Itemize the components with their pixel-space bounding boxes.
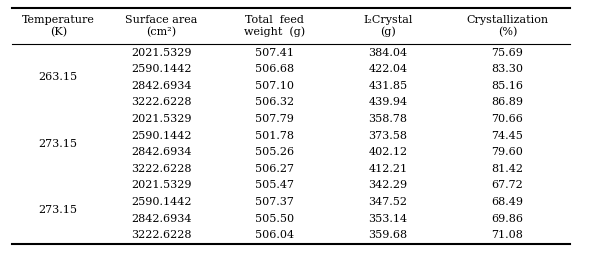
Text: 79.60: 79.60 bbox=[491, 147, 524, 157]
Text: 71.08: 71.08 bbox=[491, 230, 524, 240]
Text: 505.47: 505.47 bbox=[255, 180, 294, 191]
Text: 69.86: 69.86 bbox=[491, 214, 524, 224]
Text: 358.78: 358.78 bbox=[368, 114, 408, 124]
Text: 2590.1442: 2590.1442 bbox=[131, 131, 192, 141]
Text: 505.26: 505.26 bbox=[255, 147, 294, 157]
Text: 505.50: 505.50 bbox=[255, 214, 294, 224]
Text: 384.04: 384.04 bbox=[368, 47, 408, 58]
Text: 506.27: 506.27 bbox=[255, 164, 294, 174]
Text: 2842.6934: 2842.6934 bbox=[131, 147, 192, 157]
Text: 273.15: 273.15 bbox=[39, 139, 78, 149]
Text: 3222.6228: 3222.6228 bbox=[131, 230, 192, 240]
Text: 373.58: 373.58 bbox=[368, 131, 408, 141]
Text: 74.45: 74.45 bbox=[491, 131, 524, 141]
Text: 2021.5329: 2021.5329 bbox=[131, 114, 192, 124]
Text: 273.15: 273.15 bbox=[39, 205, 78, 215]
Text: 2842.6934: 2842.6934 bbox=[131, 81, 192, 91]
Text: 75.69: 75.69 bbox=[491, 47, 524, 58]
Text: 506.68: 506.68 bbox=[255, 64, 294, 74]
Text: 2590.1442: 2590.1442 bbox=[131, 197, 192, 207]
Text: 412.21: 412.21 bbox=[368, 164, 408, 174]
Text: 353.14: 353.14 bbox=[368, 214, 408, 224]
Text: 3222.6228: 3222.6228 bbox=[131, 97, 192, 107]
Text: 431.85: 431.85 bbox=[368, 81, 408, 91]
Text: 507.41: 507.41 bbox=[255, 47, 294, 58]
Text: 81.42: 81.42 bbox=[491, 164, 524, 174]
Text: 2842.6934: 2842.6934 bbox=[131, 214, 192, 224]
Text: 3222.6228: 3222.6228 bbox=[131, 164, 192, 174]
Text: 422.04: 422.04 bbox=[368, 64, 408, 74]
Text: Crystallization
(%): Crystallization (%) bbox=[466, 15, 549, 37]
Text: 507.37: 507.37 bbox=[255, 197, 294, 207]
Text: I₂Crystal
(g): I₂Crystal (g) bbox=[364, 15, 413, 37]
Text: 342.29: 342.29 bbox=[368, 180, 408, 191]
Text: 506.04: 506.04 bbox=[255, 230, 294, 240]
Text: 507.79: 507.79 bbox=[255, 114, 294, 124]
Text: Temperature
(K): Temperature (K) bbox=[21, 15, 95, 37]
Text: 501.78: 501.78 bbox=[255, 131, 294, 141]
Text: 507.10: 507.10 bbox=[255, 81, 294, 91]
Text: 83.30: 83.30 bbox=[491, 64, 524, 74]
Text: 86.89: 86.89 bbox=[491, 97, 524, 107]
Text: 2021.5329: 2021.5329 bbox=[131, 180, 192, 191]
Text: Surface area
(cm²): Surface area (cm²) bbox=[125, 15, 198, 37]
Text: 67.72: 67.72 bbox=[491, 180, 524, 191]
Text: 347.52: 347.52 bbox=[368, 197, 408, 207]
Text: 263.15: 263.15 bbox=[39, 72, 78, 83]
Text: 439.94: 439.94 bbox=[368, 97, 408, 107]
Text: 70.66: 70.66 bbox=[491, 114, 524, 124]
Text: 359.68: 359.68 bbox=[368, 230, 408, 240]
Text: 2590.1442: 2590.1442 bbox=[131, 64, 192, 74]
Text: 2021.5329: 2021.5329 bbox=[131, 47, 192, 58]
Text: 506.32: 506.32 bbox=[255, 97, 294, 107]
Text: 68.49: 68.49 bbox=[491, 197, 524, 207]
Text: 85.16: 85.16 bbox=[491, 81, 524, 91]
Text: 402.12: 402.12 bbox=[368, 147, 408, 157]
Text: Total  feed
weight  (g): Total feed weight (g) bbox=[244, 15, 305, 37]
